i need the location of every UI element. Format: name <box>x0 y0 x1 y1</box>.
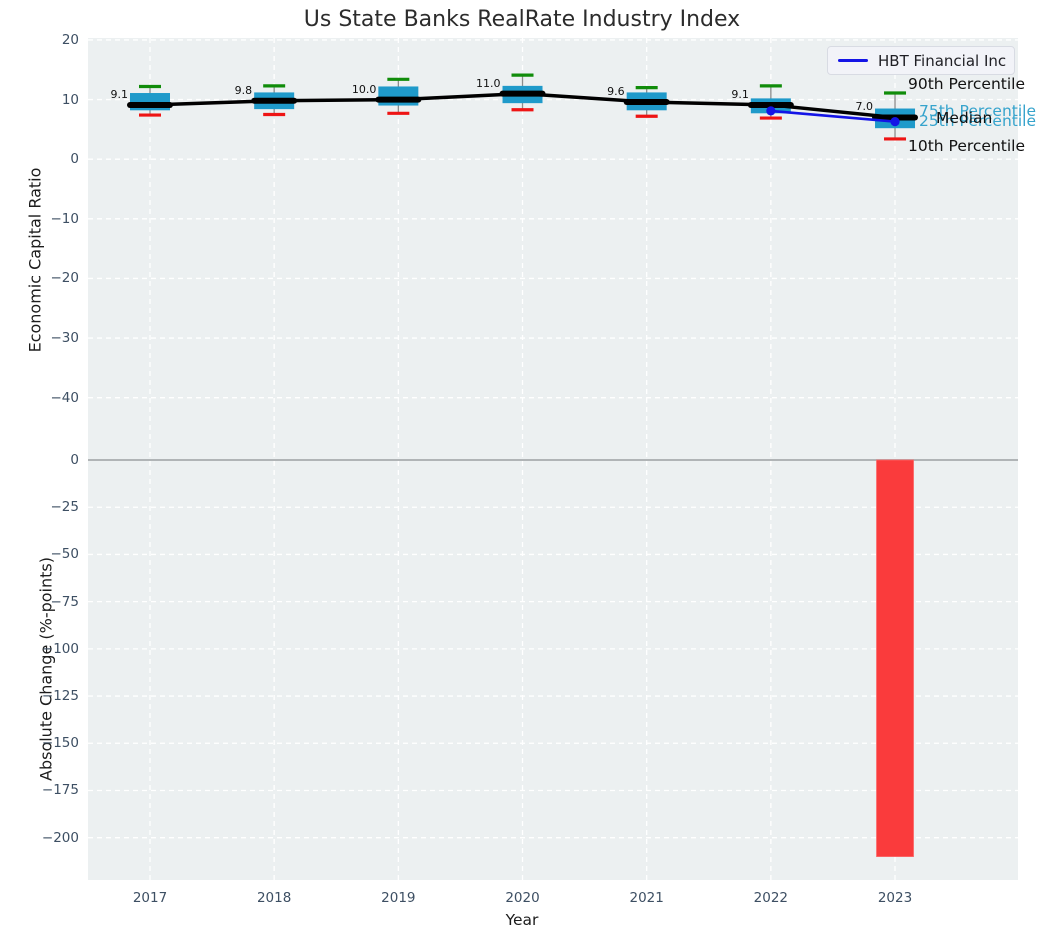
x-tick-label: 2022 <box>753 890 789 906</box>
bottom-y-tick-label: −175 <box>41 782 79 799</box>
median-value-label: 9.8 <box>234 83 253 97</box>
top-y-tick-label: −20 <box>50 270 80 287</box>
bottom-y-tick-label: −50 <box>50 546 80 563</box>
median-value-label: 10.0 <box>351 82 377 96</box>
top-y-tick-label: −30 <box>50 330 80 347</box>
chart-title: Us State Banks RealRate Industry Index <box>303 7 741 32</box>
median-bar <box>623 98 670 105</box>
company-point <box>890 117 900 127</box>
x-tick-label: 2023 <box>877 890 913 906</box>
median-bar <box>127 101 173 108</box>
legend-line-sample <box>838 59 868 62</box>
x-tick-label: 2018 <box>256 890 292 906</box>
median-bar <box>375 96 422 103</box>
bottom-y-tick-label: −200 <box>41 829 79 846</box>
top-y-tick-label: 10 <box>61 91 79 108</box>
median-value-label: 9.1 <box>731 87 749 101</box>
bottom-y-tick-label: −125 <box>41 688 79 705</box>
iqr-box <box>378 86 419 106</box>
bottom-y-tick-label: 0 <box>70 452 79 468</box>
company-line <box>769 109 897 123</box>
annotation-10th-percentile: 10th Percentile <box>908 137 1026 155</box>
median-value-label: 9.6 <box>607 84 625 98</box>
x-tick-label: 2020 <box>505 890 540 906</box>
annotation-90th-percentile: 90th Percentile <box>908 75 1026 93</box>
change-bar <box>876 459 914 857</box>
median-bar <box>499 90 546 97</box>
top-y-tick-label: −10 <box>50 210 80 227</box>
bottom-y-tick-label: −150 <box>41 735 79 752</box>
annotation-25th-percentile: 25th Percentile <box>919 112 1037 130</box>
x-tick-label: 2019 <box>381 890 416 906</box>
top-y-tick-label: −40 <box>50 389 80 406</box>
top-y-tick-label: 20 <box>61 31 79 48</box>
x-axis-label: Year <box>505 911 539 929</box>
legend: HBT Financial Inc <box>827 46 1015 75</box>
legend-label: HBT Financial Inc <box>878 51 1007 70</box>
company-point <box>766 106 776 116</box>
annotation-75th-percentile: 75th Percentile <box>919 102 1037 120</box>
bottom-y-tick-label: −25 <box>50 499 80 516</box>
top-y-axis-label: Economic Capital Ratio <box>25 167 45 353</box>
median-bar <box>747 101 794 108</box>
bottom-y-tick-label: −75 <box>50 593 80 610</box>
top-y-tick-label: 0 <box>70 151 79 168</box>
x-tick-label: 2017 <box>132 890 168 906</box>
bottom-y-tick-label: −100 <box>41 640 79 657</box>
median-value-label: 7.0 <box>855 100 874 114</box>
annotation-median: Median <box>936 109 993 127</box>
median-value-label: 11.0 <box>476 76 501 90</box>
median-bar <box>251 97 298 104</box>
x-tick-label: 2021 <box>629 890 664 906</box>
median-value-label: 9.1 <box>110 87 129 101</box>
